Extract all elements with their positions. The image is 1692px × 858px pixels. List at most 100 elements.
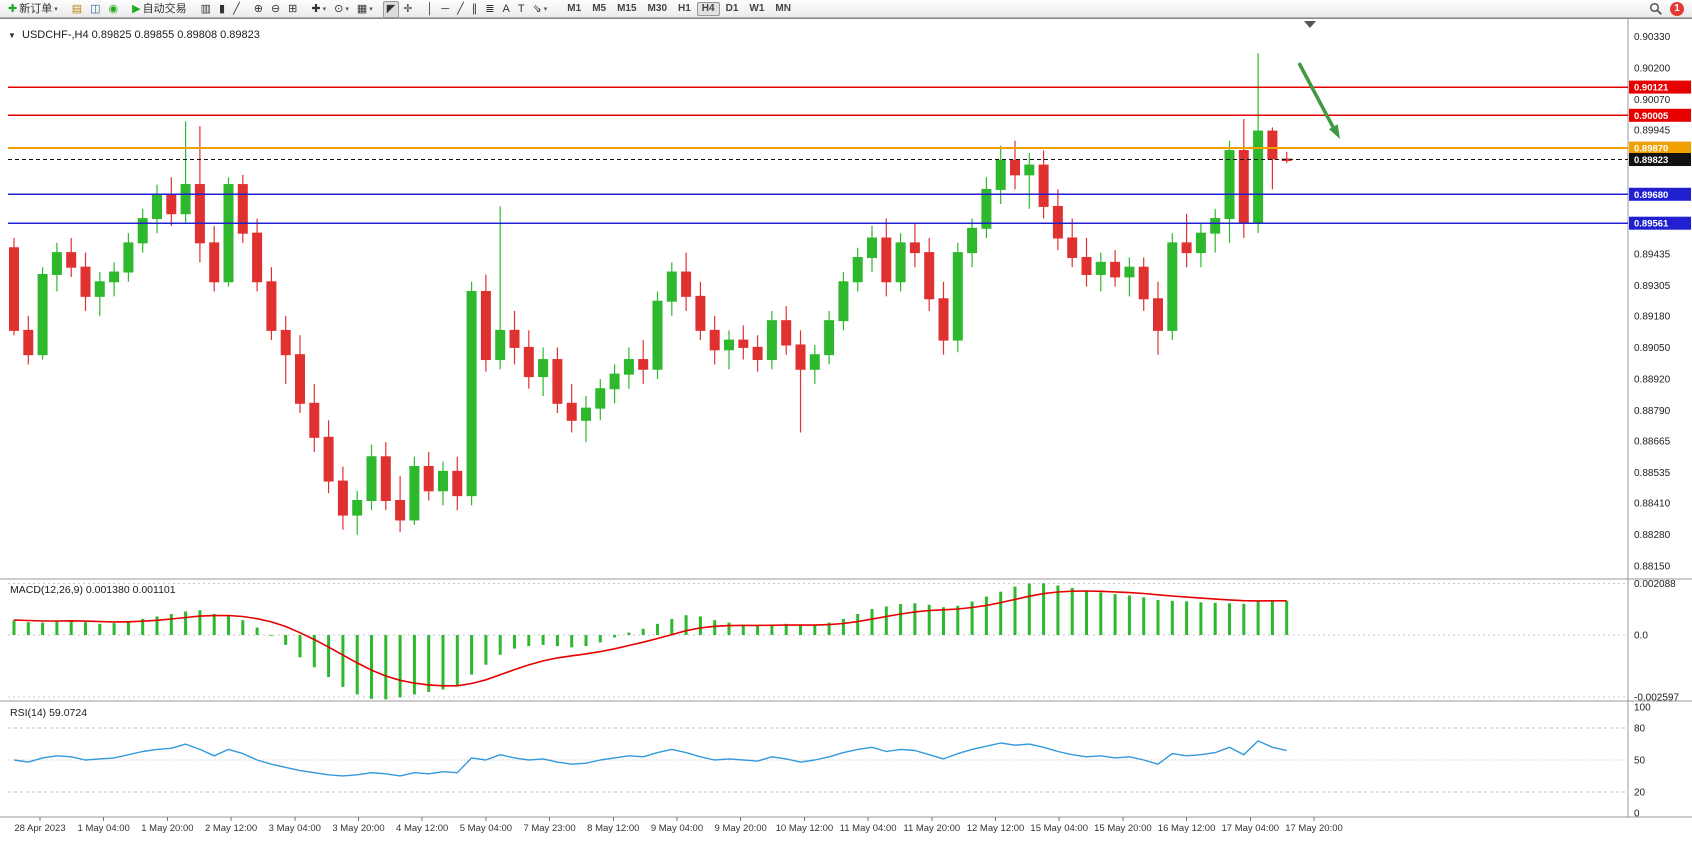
arrow-tool-icon[interactable]: ⇘ ▾	[529, 1, 552, 18]
macd-signal-line	[13, 590, 1287, 687]
candle-body	[1253, 130, 1264, 224]
time-axis-label: 1 May 04:00	[78, 823, 130, 834]
alerts-icon: ◉	[108, 3, 119, 15]
price-badge[interactable]	[1629, 153, 1691, 167]
bar-chart-icon[interactable]: ▥	[197, 1, 215, 18]
chart-windows-icon[interactable]: ◫	[86, 1, 104, 18]
candle-body	[552, 359, 563, 404]
vertical-line-icon[interactable]: │	[422, 1, 437, 18]
price-badge[interactable]	[1629, 141, 1691, 155]
zoom-in-icon[interactable]: ⊕	[250, 1, 267, 18]
candle-body	[995, 159, 1006, 190]
price-axis-label: 0.88410	[1634, 498, 1671, 509]
trendline-icon: ╱	[457, 3, 464, 15]
annotations[interactable]	[1297, 62, 1340, 139]
timeframe-mn[interactable]: MN	[775, 2, 791, 14]
price-axis-label: 0.89305	[1634, 281, 1671, 292]
price-badge[interactable]	[1629, 187, 1691, 201]
candle-body	[480, 290, 491, 361]
channel-icon[interactable]: ∥	[468, 1, 482, 18]
cursor-icon[interactable]: ◤	[382, 1, 400, 18]
label-icon[interactable]: T	[514, 1, 529, 18]
price-axis-label: 0.88535	[1634, 468, 1671, 479]
candle-body	[909, 242, 920, 254]
price-badge[interactable]	[1629, 216, 1691, 230]
time-axis-label: 4 May 12:00	[396, 823, 448, 834]
timeframe-m1[interactable]: M1	[567, 2, 582, 14]
candle-body	[1024, 164, 1035, 176]
timeframe-w1[interactable]: W1	[749, 2, 765, 14]
horizontal-line-icon[interactable]: ─	[437, 1, 453, 18]
price-axis-label: 0.89435	[1634, 249, 1671, 260]
price-axis-label: 0.90070	[1634, 95, 1671, 106]
caret-down-icon: ▾	[345, 6, 349, 13]
price-badge[interactable]	[1629, 80, 1691, 94]
candlestick-chart-icon: ▮	[219, 3, 226, 15]
time-axis-label: 10 May 12:00	[776, 823, 834, 834]
market-watch-icon[interactable]: ▤	[68, 1, 86, 18]
candle-body	[123, 242, 134, 273]
time-axis-label: 8 May 12:00	[587, 823, 639, 834]
trendline-icon[interactable]: ╱	[453, 1, 468, 18]
candle-body	[94, 281, 105, 297]
candle-body	[309, 402, 320, 438]
time-axis-label: 2 May 12:00	[205, 823, 257, 834]
text-icon[interactable]: A	[498, 1, 513, 18]
horizontal-lines-layer[interactable]	[8, 86, 1628, 224]
candle-body	[252, 232, 263, 283]
price-badge[interactable]	[1629, 108, 1691, 122]
timeframe-m5[interactable]: M5	[592, 2, 607, 14]
new-chart-icon: ✚	[311, 3, 321, 15]
candle-body	[166, 193, 177, 215]
candle-body	[37, 273, 48, 356]
fibonacci-icon[interactable]: ≣	[481, 1, 498, 18]
crosshair-icon[interactable]: ✛	[399, 1, 416, 18]
rsi-scale-label: 100	[1634, 703, 1651, 714]
periods-icon[interactable]: ⊙ ▾	[330, 1, 353, 18]
timeframe-d1[interactable]: D1	[725, 2, 739, 14]
candle-body	[581, 407, 591, 421]
candle-body	[938, 298, 949, 341]
new-order-button[interactable]: ✚ 新订单 ▾	[4, 1, 62, 18]
candle-body	[194, 184, 205, 244]
chart-shift-marker[interactable]	[1304, 21, 1316, 28]
candle-body	[1195, 232, 1206, 254]
alerts-icon[interactable]: ◉	[105, 1, 123, 18]
candle-body	[609, 373, 620, 390]
candle-body	[9, 247, 19, 331]
timeframe-h1[interactable]: H1	[678, 2, 691, 14]
time-axis-label: 17 May 04:00	[1222, 823, 1280, 834]
line-chart-icon[interactable]: ╱	[229, 1, 244, 18]
zoom-out-icon[interactable]: ⊖	[267, 1, 284, 18]
timeframe-m30[interactable]: M30	[647, 2, 667, 14]
price-axis-label: 0.89050	[1634, 343, 1671, 354]
notification-badge[interactable]: 1	[1670, 1, 1684, 16]
candle-body	[51, 252, 62, 275]
tile-windows-icon[interactable]: ⊞	[284, 1, 301, 18]
tile-windows-icon: ⊞	[288, 3, 298, 15]
horizontal-line-icon: ─	[441, 3, 450, 15]
time-axis: 28 Apr 2023 1 May 04:00 1 May 20:00 2 May 1…	[14, 817, 1343, 834]
candlestick-chart-icon[interactable]: ▮	[215, 1, 229, 18]
search-icon[interactable]	[1649, 2, 1663, 16]
candle-body	[638, 359, 649, 370]
autotrading-button[interactable]: ▶ 自动交易	[128, 1, 190, 18]
candle-body	[1267, 130, 1278, 160]
rsi-scale-label: 20	[1634, 787, 1646, 798]
timeframe-m15[interactable]: M15	[617, 2, 637, 14]
candle-body	[852, 256, 863, 283]
arrow-annotation[interactable]	[1297, 62, 1335, 128]
candle-body	[1081, 256, 1092, 275]
new-chart-icon[interactable]: ✚ ▾	[307, 1, 330, 18]
chart-window[interactable]: 0.90121 0.90005 0.89870 0.89823 0.89680 0.895…	[0, 18, 1692, 852]
templates-icon[interactable]: ▦ ▾	[353, 1, 377, 18]
timeframe-h4[interactable]: H4	[696, 1, 720, 16]
chart-menu-arrow-icon[interactable]: ▼	[8, 31, 16, 40]
candles-layer	[9, 53, 1292, 535]
line-chart-icon: ╱	[233, 3, 240, 15]
caret-down-icon: ▾	[54, 6, 58, 13]
caret-down-icon: ▾	[369, 6, 373, 13]
candle-body	[80, 266, 91, 297]
templates-icon: ▦	[356, 3, 368, 15]
